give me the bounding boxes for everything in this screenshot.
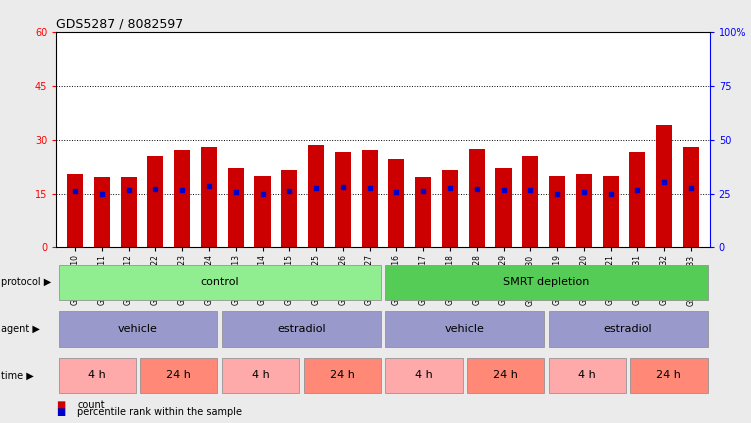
Bar: [201, 147, 217, 247]
Text: agent ▶: agent ▶: [1, 324, 40, 334]
Bar: [576, 174, 592, 247]
FancyBboxPatch shape: [59, 358, 136, 393]
FancyBboxPatch shape: [548, 311, 707, 346]
Text: 24 h: 24 h: [656, 371, 681, 380]
Bar: [469, 148, 484, 247]
Text: SMRT depletion: SMRT depletion: [503, 277, 590, 287]
Text: estradiol: estradiol: [277, 324, 326, 334]
Text: vehicle: vehicle: [118, 324, 158, 334]
Bar: [415, 177, 431, 247]
Bar: [121, 177, 137, 247]
FancyBboxPatch shape: [303, 358, 381, 393]
Text: protocol ▶: protocol ▶: [1, 277, 51, 287]
FancyBboxPatch shape: [385, 265, 707, 300]
Bar: [549, 176, 565, 247]
Bar: [361, 151, 378, 247]
Bar: [683, 147, 699, 247]
FancyBboxPatch shape: [59, 311, 218, 346]
Bar: [388, 159, 405, 247]
Bar: [442, 170, 458, 247]
Bar: [629, 152, 645, 247]
Text: 4 h: 4 h: [89, 371, 106, 380]
FancyBboxPatch shape: [385, 358, 463, 393]
FancyBboxPatch shape: [59, 265, 381, 300]
Text: count: count: [77, 400, 105, 410]
FancyBboxPatch shape: [467, 358, 544, 393]
Text: 24 h: 24 h: [167, 371, 192, 380]
Text: ■: ■: [56, 407, 65, 418]
FancyBboxPatch shape: [548, 358, 626, 393]
Bar: [656, 125, 672, 247]
Bar: [147, 156, 164, 247]
FancyBboxPatch shape: [222, 311, 381, 346]
Text: 24 h: 24 h: [330, 371, 354, 380]
Bar: [496, 168, 511, 247]
Text: ■: ■: [56, 400, 65, 410]
Text: control: control: [201, 277, 239, 287]
Bar: [602, 176, 619, 247]
Bar: [255, 176, 270, 247]
Bar: [228, 168, 244, 247]
Text: estradiol: estradiol: [604, 324, 653, 334]
Text: 4 h: 4 h: [415, 371, 433, 380]
Text: time ▶: time ▶: [1, 371, 34, 380]
FancyBboxPatch shape: [140, 358, 218, 393]
Bar: [67, 174, 83, 247]
Text: vehicle: vehicle: [445, 324, 484, 334]
Text: 4 h: 4 h: [578, 371, 596, 380]
Text: percentile rank within the sample: percentile rank within the sample: [77, 407, 243, 418]
FancyBboxPatch shape: [630, 358, 707, 393]
Bar: [335, 152, 351, 247]
FancyBboxPatch shape: [385, 311, 544, 346]
Bar: [94, 177, 110, 247]
Bar: [282, 170, 297, 247]
Bar: [522, 156, 538, 247]
FancyBboxPatch shape: [222, 358, 299, 393]
Text: 4 h: 4 h: [252, 371, 270, 380]
Text: GDS5287 / 8082597: GDS5287 / 8082597: [56, 18, 183, 30]
Bar: [308, 145, 324, 247]
Bar: [174, 151, 190, 247]
Text: 24 h: 24 h: [493, 371, 518, 380]
